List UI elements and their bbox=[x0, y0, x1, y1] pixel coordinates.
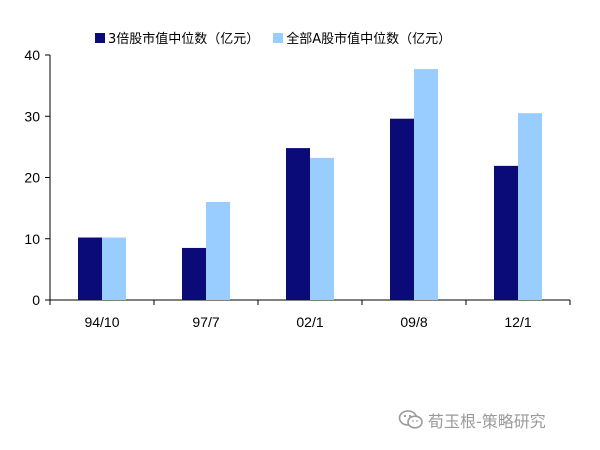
bar-series-1-94/10 bbox=[78, 237, 102, 300]
y-tick-label: 20 bbox=[24, 170, 40, 186]
bar-series-2-02/1 bbox=[310, 157, 334, 300]
legend-swatch-series-2 bbox=[273, 32, 284, 43]
x-tick-label: 09/8 bbox=[400, 314, 427, 330]
x-tick-label: 97/7 bbox=[192, 314, 219, 330]
tick-labels: 0 10 20 30 40 94/10 97/7 02/1 09/8 12/1 bbox=[24, 47, 531, 330]
bar-series-1-97/7 bbox=[182, 247, 206, 300]
bar-series-2-12/1 bbox=[518, 113, 542, 300]
legend-label-series-1: 3倍股市值中位数（亿元） bbox=[108, 32, 260, 47]
wechat-icon bbox=[398, 409, 424, 431]
legend-swatch-series-1 bbox=[95, 32, 105, 43]
legend-label-series-2: 全部A股市值中位数（亿元） bbox=[286, 32, 452, 47]
bar-series-2-09/8 bbox=[414, 69, 438, 301]
watermark-text: 荀玉根-策略研究 bbox=[428, 412, 546, 431]
bar-series-1-09/8 bbox=[390, 118, 414, 300]
bar-series-2-97/7 bbox=[206, 202, 230, 300]
bar-series-2-94/10 bbox=[102, 237, 126, 300]
y-tick-label: 40 bbox=[24, 47, 40, 63]
y-tick-label: 10 bbox=[24, 231, 40, 247]
watermark: 荀玉根-策略研究 bbox=[398, 408, 546, 432]
legend-item-series-2: 全部A股市值中位数（亿元） bbox=[273, 28, 451, 47]
y-tick-label: 30 bbox=[24, 108, 40, 124]
x-tick-label: 94/10 bbox=[84, 314, 119, 330]
x-tick-label: 02/1 bbox=[296, 314, 323, 330]
bar-series-1-02/1 bbox=[286, 148, 310, 300]
y-tick-label: 0 bbox=[32, 292, 40, 308]
bars bbox=[78, 69, 542, 301]
x-tick-label: 12/1 bbox=[504, 314, 531, 330]
bar-series-1-12/1 bbox=[494, 165, 518, 300]
legend-item-series-1: 3倍股市值中位数（亿元） bbox=[95, 28, 259, 47]
legend: 3倍股市值中位数（亿元） 全部A股市值中位数（亿元） bbox=[95, 28, 451, 47]
